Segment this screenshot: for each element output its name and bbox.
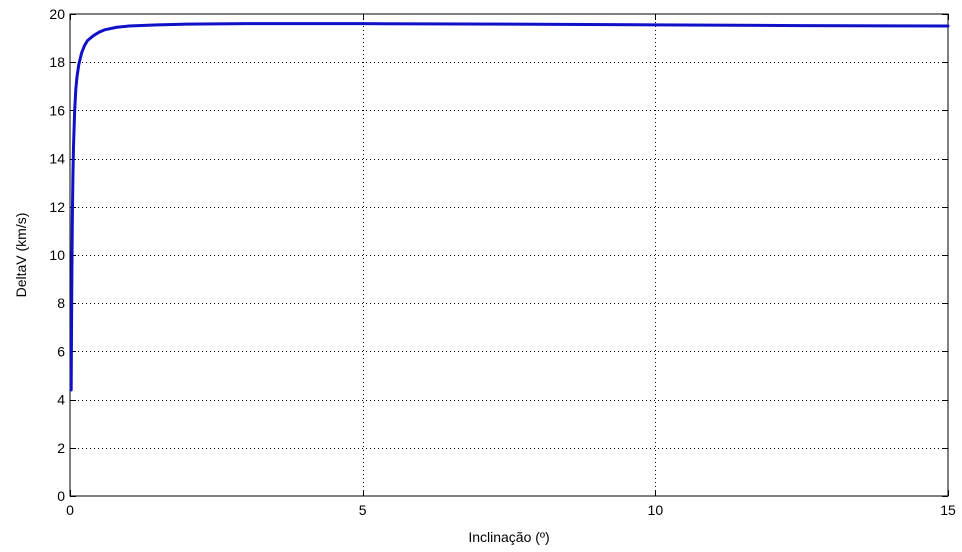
y-tick-label: 18 <box>49 54 65 70</box>
x-tick-labels: 0 5 10 15 <box>66 502 956 518</box>
y-tick-label: 14 <box>49 151 65 167</box>
x-tick-label: 15 <box>940 502 956 518</box>
grid-lines <box>70 14 948 496</box>
y-tick-label: 10 <box>49 247 65 263</box>
series-layer <box>69 22 950 392</box>
x-axis-label: Inclinação (º) <box>468 529 549 545</box>
deltav-series-line <box>69 22 950 392</box>
y-tick-label: 2 <box>57 440 65 456</box>
x-tick-label: 10 <box>648 502 664 518</box>
y-tick-label: 4 <box>57 392 65 408</box>
y-tick-labels: 0 2 4 6 8 10 12 14 16 18 20 <box>49 6 65 504</box>
x-tick-label: 5 <box>359 502 367 518</box>
x-tick-label: 0 <box>66 502 74 518</box>
y-axis-label: DeltaV (km/s) <box>13 213 29 298</box>
y-tick-label: 12 <box>49 199 65 215</box>
y-tick-label: 6 <box>57 343 65 359</box>
y-tick-label: 8 <box>57 295 65 311</box>
y-tick-label: 20 <box>49 6 65 22</box>
plot-area <box>70 14 948 496</box>
y-tick-label: 16 <box>49 102 65 118</box>
y-tick-label: 0 <box>57 488 65 504</box>
